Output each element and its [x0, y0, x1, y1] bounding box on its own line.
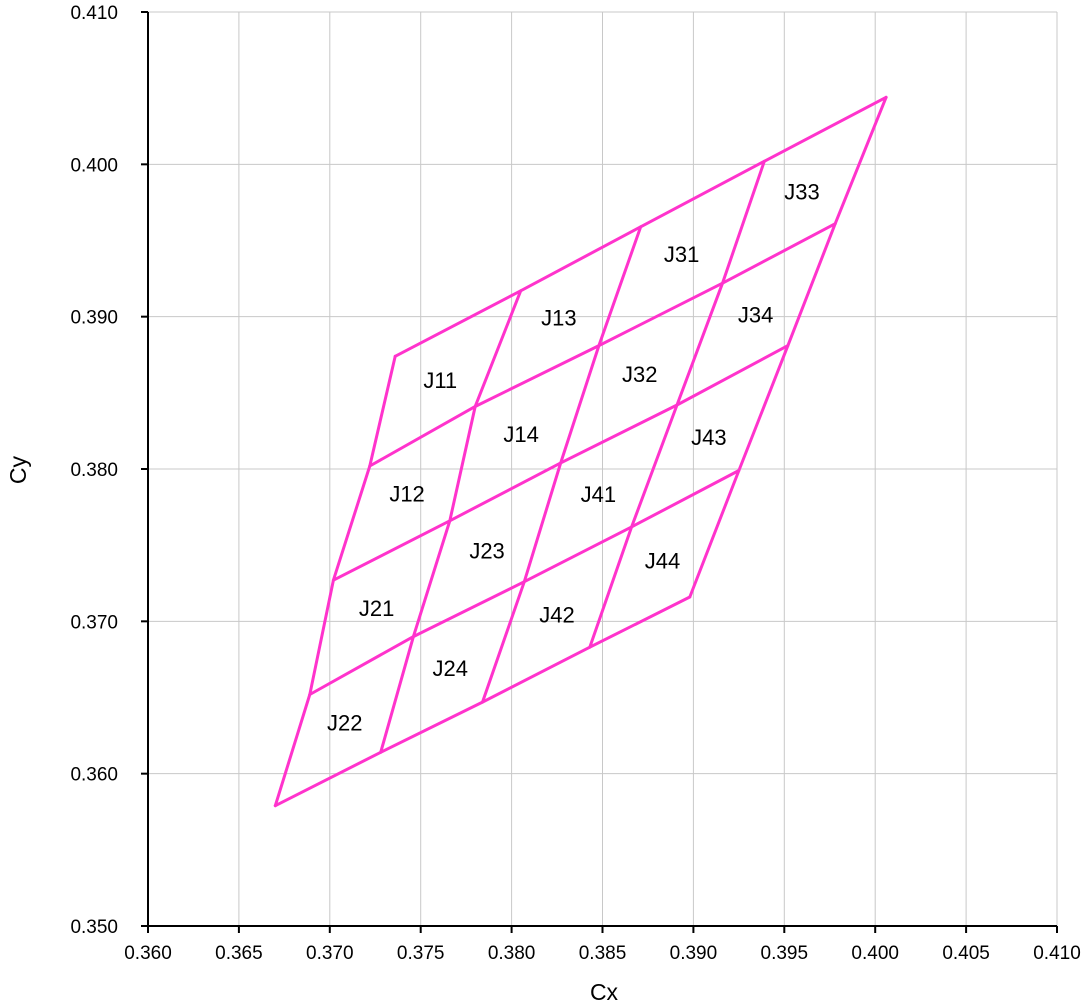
x-tick-label: 0.405 — [942, 943, 990, 964]
bin-label-j23: J23 — [469, 538, 504, 563]
bin-label-j33: J33 — [784, 179, 819, 204]
x-tick-label: 0.365 — [215, 943, 263, 964]
bin-label-j43: J43 — [691, 425, 726, 450]
x-axis-title: Cx — [590, 979, 619, 1005]
bin-col-line-3 — [588, 159, 766, 649]
x-tick-label: 0.390 — [670, 943, 718, 964]
bin-col-line-4 — [688, 95, 888, 599]
bin-label-j24: J24 — [433, 656, 468, 681]
bin-col-line-1 — [379, 289, 523, 754]
bin-label-j22: J22 — [327, 710, 362, 735]
x-tick-label: 0.370 — [306, 943, 354, 964]
bin-label-j32: J32 — [622, 362, 657, 387]
y-tick-label: 0.390 — [70, 308, 118, 329]
x-tick-label: 0.410 — [1033, 943, 1081, 964]
x-tick-label: 0.360 — [124, 943, 172, 964]
grid-lines — [148, 11, 1058, 926]
bin-label-j34: J34 — [738, 302, 773, 327]
y-tick-label: 0.380 — [70, 460, 118, 481]
bin-label-j44: J44 — [645, 548, 680, 573]
x-tick-label: 0.375 — [397, 943, 445, 964]
bin-labels: J11 J13 J31 J33 J12 J14 J32 J34 J21 J23 J41 J43 J22 J… — [327, 179, 820, 735]
bin-col-line-0 — [273, 354, 397, 808]
y-tick-label: 0.400 — [70, 155, 118, 176]
bin-grid — [273, 95, 888, 808]
tick-labels: 0.360 0.365 0.370 0.375 0.380 0.385 0.390 0.395… — [70, 3, 1080, 964]
x-tick-label: 0.385 — [579, 943, 627, 964]
bin-label-j42: J42 — [539, 602, 574, 627]
y-axis-title: Cy — [5, 455, 31, 484]
y-tick-label: 0.360 — [70, 765, 118, 786]
y-tick-label: 0.410 — [70, 3, 118, 24]
x-tick-label: 0.400 — [851, 943, 899, 964]
x-tick-label: 0.395 — [761, 943, 809, 964]
bin-label-j14: J14 — [503, 422, 538, 447]
bin-label-j13: J13 — [541, 305, 576, 330]
bin-label-j11: J11 — [423, 368, 457, 393]
y-tick-label: 0.350 — [70, 917, 118, 938]
bin-label-j21: J21 — [359, 596, 394, 621]
bin-label-j12: J12 — [389, 481, 424, 506]
bin-col-line-2 — [481, 225, 643, 704]
bin-label-j41: J41 — [581, 482, 616, 507]
y-tick-label: 0.370 — [70, 612, 118, 633]
x-tick-label: 0.380 — [488, 943, 536, 964]
bin-label-j31: J31 — [664, 242, 699, 267]
